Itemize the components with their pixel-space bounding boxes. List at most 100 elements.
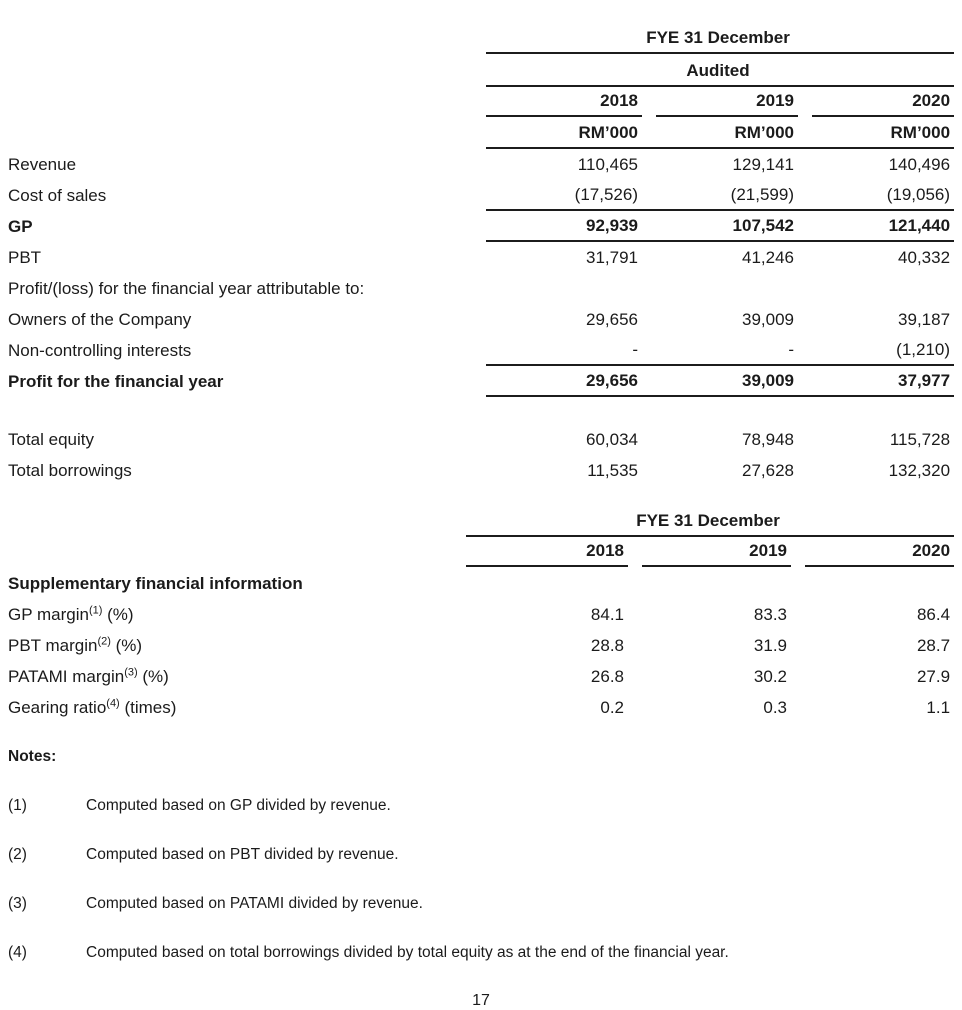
supplementary-table: FYE 31 December 2018 2019 2020 Supplemen… bbox=[8, 503, 955, 722]
cell-value: 84.1 bbox=[590, 605, 624, 624]
period-header-row: FYE 31 December bbox=[8, 503, 955, 537]
table-row-patami-margin: PATAMI margin(3) (%) 26.8 30.2 27.9 bbox=[8, 660, 954, 691]
spacer-row bbox=[8, 396, 954, 423]
cell-value: 28.7 bbox=[916, 636, 951, 655]
table-row-owners: Owners of the Company 29,656 39,009 39,1… bbox=[8, 303, 954, 334]
row-label: Cost of sales bbox=[8, 186, 107, 205]
table-row-cost-of-sales: Cost of sales (17,526) (21,599) (19,056) bbox=[8, 179, 955, 211]
cell-value: 31.9 bbox=[753, 636, 787, 655]
year-header-cell: 2018 bbox=[486, 86, 642, 117]
cell-value: 27.9 bbox=[916, 667, 951, 686]
year-header-cell: 2019 bbox=[642, 86, 798, 117]
cell-value: 41,246 bbox=[742, 248, 794, 267]
row-label-text: Gearing ratio bbox=[8, 698, 107, 717]
cell-value: 31,791 bbox=[586, 248, 638, 267]
cell-value bbox=[486, 272, 642, 303]
row-label: Profit for the financial year bbox=[8, 372, 224, 391]
row-label: Revenue bbox=[8, 155, 77, 174]
note-text: Computed based on PATAMI divided by reve… bbox=[86, 895, 423, 912]
row-label: Non-controlling interests bbox=[8, 341, 192, 360]
notes-title: Notes: bbox=[8, 748, 57, 765]
year-2019-header: 2019 bbox=[656, 91, 798, 117]
period-header-row: FYE 31 December bbox=[8, 20, 955, 54]
cell-value: (19,056) bbox=[798, 179, 955, 211]
row-label-text: PBT margin bbox=[8, 636, 98, 655]
year-header-row: 2018 2019 2020 bbox=[8, 86, 955, 117]
table-row-profit-for-year: Profit for the financial year 29,656 39,… bbox=[8, 365, 955, 397]
spacer-cell bbox=[8, 53, 486, 86]
table-row-pbt: PBT 31,791 41,246 40,332 bbox=[8, 241, 954, 272]
footnote-ref: (3) bbox=[124, 666, 138, 679]
row-label: PBT bbox=[8, 248, 42, 267]
row-label: Profit/(loss) for the financial year att… bbox=[8, 279, 365, 298]
year-header-cell: 2018 bbox=[466, 536, 628, 567]
note-text: Computed based on GP divided by revenue. bbox=[86, 797, 391, 814]
cell-value: 29,656 bbox=[486, 365, 642, 397]
cell-value bbox=[798, 272, 954, 303]
spacer-cell bbox=[798, 396, 954, 423]
footnote-ref: (4) bbox=[106, 697, 120, 710]
spacer-cell bbox=[8, 117, 486, 148]
table-row-non-controlling: Non-controlling interests - - (1,210) bbox=[8, 334, 955, 366]
spacer-cell bbox=[8, 396, 486, 423]
cell-value: 0.2 bbox=[600, 698, 624, 717]
spacer-cell bbox=[486, 396, 642, 423]
cell-value: 60,034 bbox=[586, 430, 638, 449]
note-number: (4) bbox=[8, 944, 27, 961]
cell-value: 26.8 bbox=[590, 667, 624, 686]
audited-header: Audited bbox=[486, 53, 955, 87]
row-label: PBT margin(2) (%) bbox=[8, 629, 466, 660]
year-2018-header: 2018 bbox=[466, 541, 628, 567]
section-title-row: Supplementary financial information bbox=[8, 567, 954, 598]
cell-value: 39,009 bbox=[642, 365, 798, 397]
row-label-text: PATAMI margin bbox=[8, 667, 125, 686]
table-row-gearing-ratio: Gearing ratio(4) (times) 0.2 0.3 1.1 bbox=[8, 691, 954, 722]
table-row-total-borrowings: Total borrowings 11,535 27,628 132,320 bbox=[8, 454, 954, 485]
note-text: Computed based on PBT divided by revenue… bbox=[86, 846, 399, 863]
cell-value: 132,320 bbox=[888, 461, 951, 480]
year-header-row: 2018 2019 2020 bbox=[8, 536, 955, 567]
table-row-revenue: Revenue 110,465 129,141 140,496 bbox=[8, 148, 954, 179]
note-number: (3) bbox=[8, 895, 27, 912]
cell-value: 107,542 bbox=[642, 210, 798, 242]
audited-header-row: Audited bbox=[8, 53, 955, 87]
spacer-cell bbox=[8, 20, 486, 53]
cell-value: 129,141 bbox=[732, 155, 794, 174]
section-title: Supplementary financial information bbox=[8, 574, 303, 593]
year-2020-header: 2020 bbox=[805, 541, 955, 567]
table-row-pbt-margin: PBT margin(2) (%) 28.8 31.9 28.7 bbox=[8, 629, 954, 660]
cell-value: 29,656 bbox=[586, 310, 638, 329]
note-item: (3) Computed based on PATAMI divided by … bbox=[8, 895, 954, 913]
row-label: GP bbox=[8, 217, 33, 236]
period-header: FYE 31 December bbox=[466, 503, 955, 537]
unit-header: RM’000 bbox=[642, 117, 798, 149]
table-row-total-equity: Total equity 60,034 78,948 115,728 bbox=[8, 423, 954, 454]
note-item: (1) Computed based on GP divided by reve… bbox=[8, 797, 954, 815]
note-item: (4) Computed based on total borrowings d… bbox=[8, 944, 954, 962]
cell-value: 78,948 bbox=[742, 430, 794, 449]
note-number: (1) bbox=[8, 797, 27, 814]
cell-value: 28.8 bbox=[590, 636, 624, 655]
cell-value: (1,210) bbox=[798, 334, 955, 366]
financial-summary-table: FYE 31 December Audited 2018 2019 2020 R… bbox=[8, 20, 955, 485]
unit-header: RM’000 bbox=[486, 117, 642, 149]
cell-value: (17,526) bbox=[486, 179, 642, 211]
spacer-cell bbox=[8, 503, 466, 536]
row-label-suffix: (%) bbox=[110, 636, 143, 655]
year-header-cell: 2020 bbox=[798, 86, 955, 117]
row-label-text: GP margin bbox=[8, 605, 89, 624]
year-2018-header: 2018 bbox=[486, 91, 642, 117]
row-label: GP margin(1) (%) bbox=[8, 598, 466, 629]
note-number: (2) bbox=[8, 846, 27, 863]
cell-value: 0.3 bbox=[763, 698, 787, 717]
table-row-attributable-heading: Profit/(loss) for the financial year att… bbox=[8, 272, 954, 303]
row-label-suffix: (times) bbox=[119, 698, 177, 717]
table-row-gp-margin: GP margin(1) (%) 84.1 83.3 86.4 bbox=[8, 598, 954, 629]
row-label: Gearing ratio(4) (times) bbox=[8, 691, 466, 722]
note-item: (2) Computed based on PBT divided by rev… bbox=[8, 846, 954, 864]
cell-value: 27,628 bbox=[742, 461, 794, 480]
cell-value: 40,332 bbox=[898, 248, 951, 267]
cell-value: 83.3 bbox=[753, 605, 787, 624]
footnote-ref: (1) bbox=[88, 604, 103, 617]
cell-value: 39,009 bbox=[742, 310, 794, 329]
